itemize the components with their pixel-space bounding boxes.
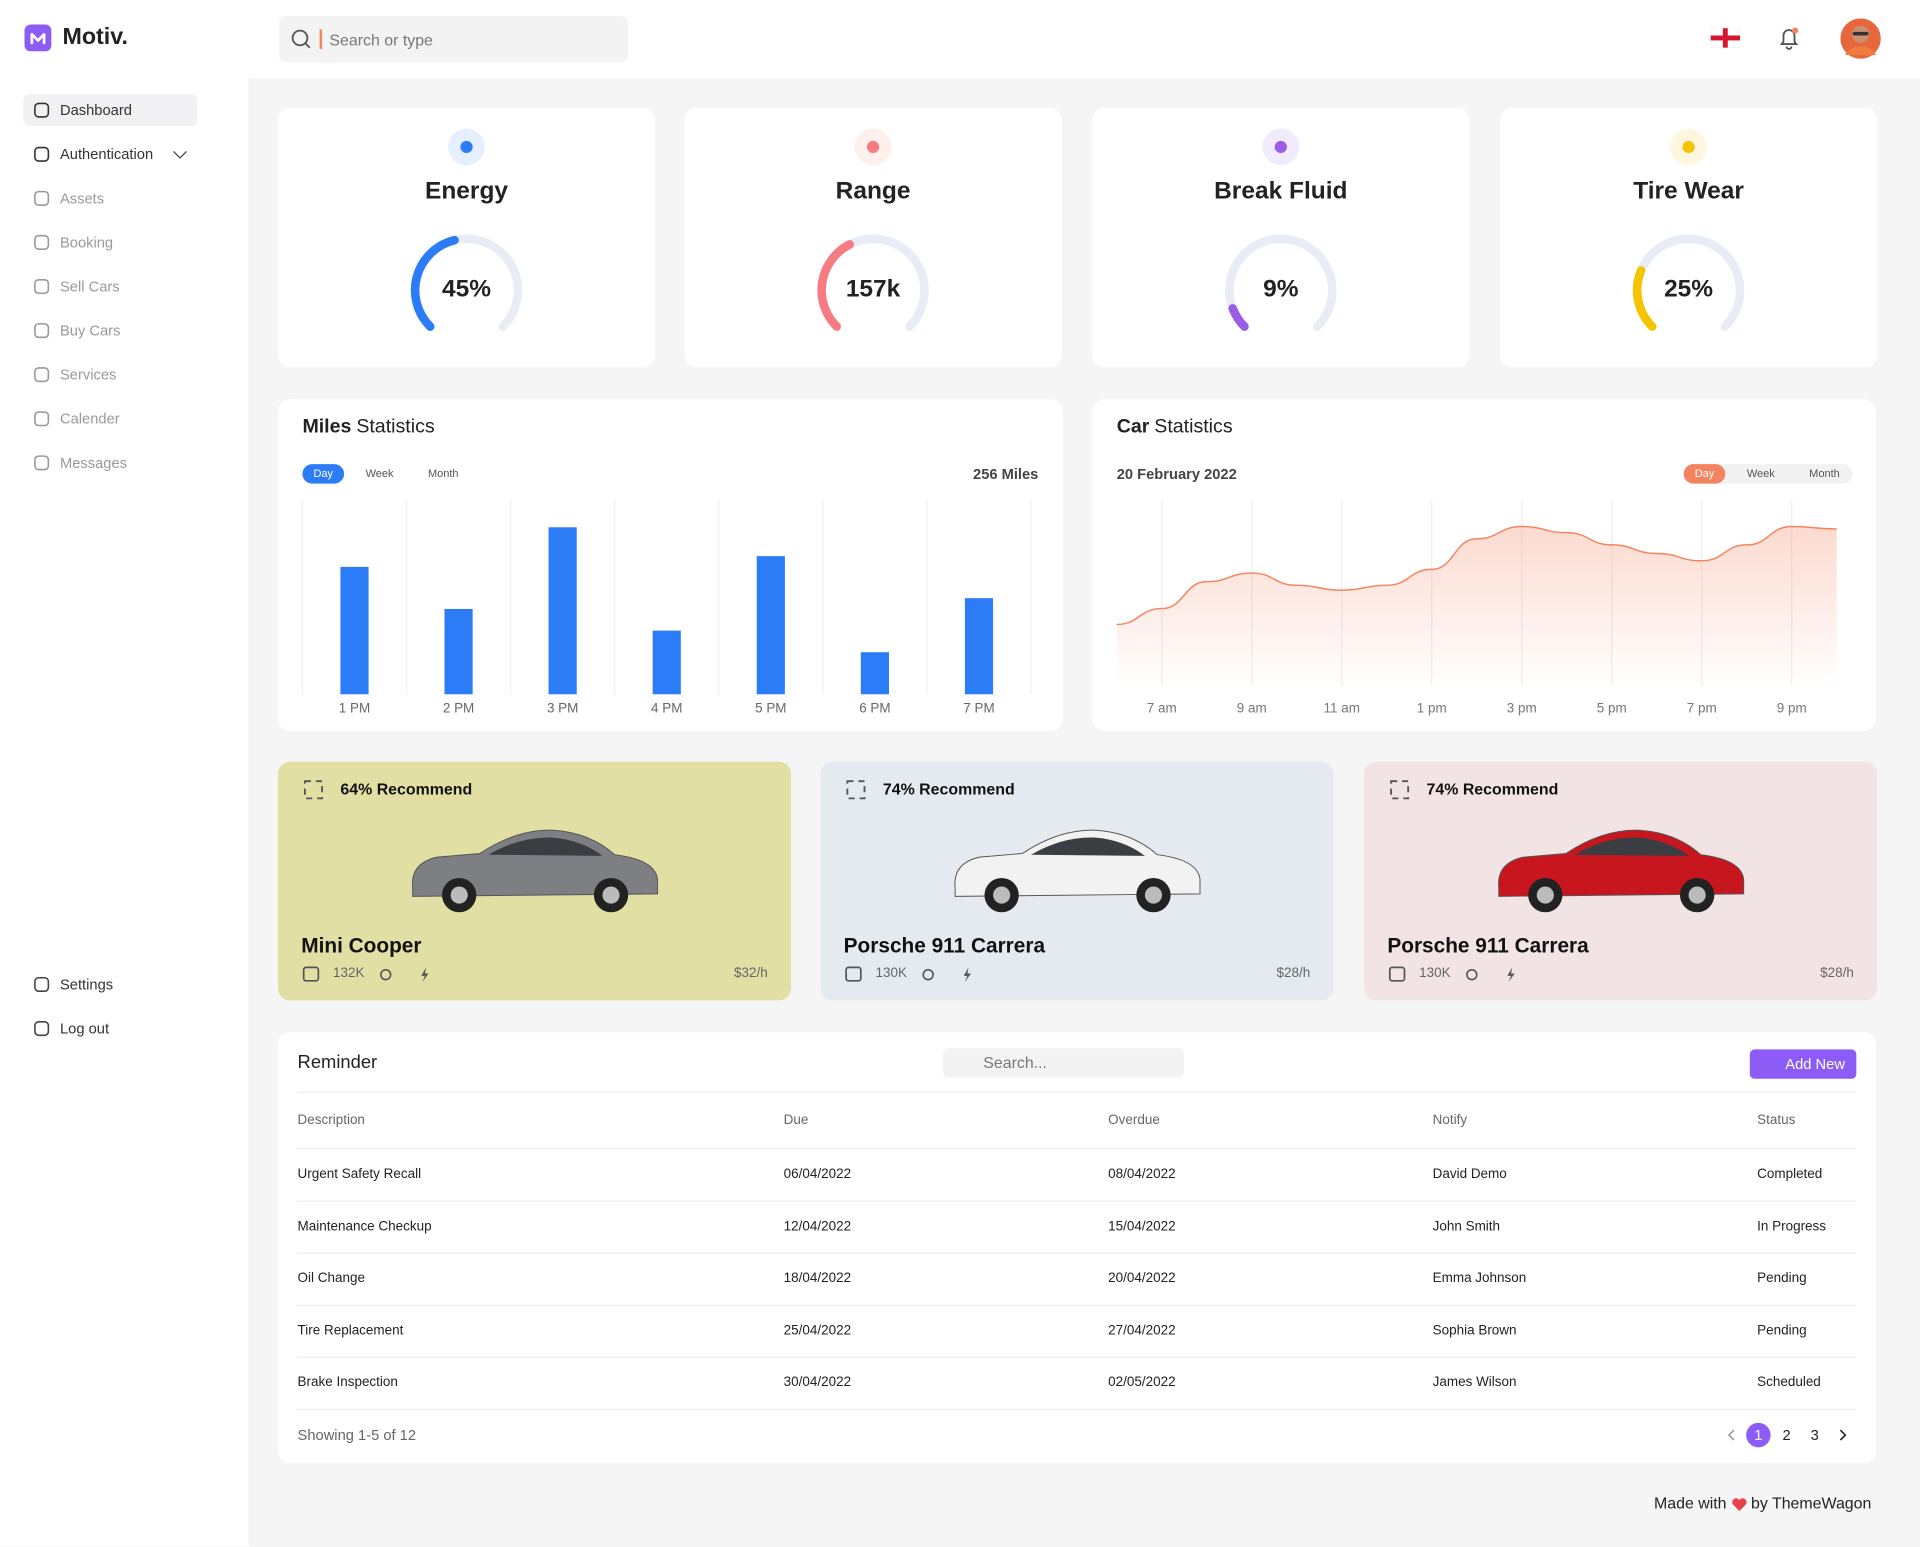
column-header: Notify bbox=[1432, 1113, 1468, 1129]
reminder-search[interactable] bbox=[942, 1048, 1185, 1078]
nav-item[interactable]: Booking bbox=[60, 233, 114, 251]
nav-icon bbox=[34, 367, 50, 383]
cell: 12/04/2022 bbox=[783, 1219, 852, 1235]
column-header: Overdue bbox=[1108, 1113, 1160, 1129]
bell[interactable] bbox=[1776, 24, 1803, 51]
search-placeholder: Search... bbox=[983, 1053, 1047, 1072]
column-header: Status bbox=[1757, 1113, 1796, 1129]
footer-text: Made with bbox=[1653, 1494, 1727, 1513]
cell: Oil Change bbox=[297, 1271, 365, 1287]
gauge-card bbox=[1500, 107, 1878, 368]
nav-icon bbox=[34, 190, 50, 206]
cell: 15/04/2022 bbox=[1108, 1219, 1176, 1235]
search-box[interactable] bbox=[279, 15, 629, 63]
car-price: $28/h bbox=[1276, 966, 1311, 982]
car-miles: 132K bbox=[333, 966, 365, 982]
car-name: Porsche 911 Carrera bbox=[1387, 934, 1589, 958]
nav-item[interactable]: Authentication bbox=[60, 145, 154, 163]
cell: Sophia Brown bbox=[1432, 1323, 1517, 1339]
gauge-card bbox=[277, 107, 656, 368]
nav-icon bbox=[34, 1021, 50, 1037]
cell: Pending bbox=[1757, 1271, 1807, 1287]
gauge-card bbox=[684, 107, 1062, 368]
cell: Scheduled bbox=[1757, 1375, 1821, 1391]
cell: Tire Replacement bbox=[297, 1323, 404, 1339]
chart-card bbox=[277, 399, 1063, 732]
nav-item[interactable]: Services bbox=[60, 365, 117, 384]
nav-icon bbox=[34, 279, 50, 295]
cell: 06/04/2022 bbox=[783, 1167, 852, 1183]
column-header: Description bbox=[297, 1113, 365, 1129]
reminder-card bbox=[277, 1032, 1876, 1464]
search-icon bbox=[291, 29, 311, 49]
nav-icon bbox=[34, 455, 50, 471]
recommend: 64% Recommend bbox=[340, 780, 473, 799]
cell: Pending bbox=[1757, 1323, 1807, 1339]
chart-card bbox=[1092, 399, 1876, 732]
showing: Showing 1-5 of 12 bbox=[297, 1426, 417, 1444]
cursor bbox=[319, 29, 323, 49]
gauge-title: Range bbox=[835, 177, 911, 205]
car-name: Mini Cooper bbox=[301, 934, 422, 958]
nav-icon bbox=[34, 411, 50, 427]
logo bbox=[24, 24, 52, 52]
car-name: Porsche 911 Carrera bbox=[843, 934, 1046, 958]
flag[interactable] bbox=[1710, 28, 1741, 48]
gauge-card bbox=[1092, 107, 1470, 368]
cell: Maintenance Checkup bbox=[297, 1219, 432, 1235]
gauge-title: Tire Wear bbox=[1633, 177, 1744, 205]
column-header: Due bbox=[783, 1113, 809, 1129]
cell: In Progress bbox=[1757, 1219, 1827, 1235]
heart bbox=[1732, 1498, 1747, 1512]
cell: 08/04/2022 bbox=[1108, 1167, 1176, 1183]
search-placeholder: Search or type bbox=[329, 30, 433, 49]
cell: 20/04/2022 bbox=[1108, 1271, 1176, 1287]
cell: Completed bbox=[1757, 1167, 1823, 1183]
add-button[interactable] bbox=[1749, 1049, 1857, 1079]
nav-item[interactable]: Buy Cars bbox=[60, 321, 121, 339]
nav-item[interactable]: Messages bbox=[60, 454, 127, 472]
nav-item[interactable]: Dashboard bbox=[60, 101, 132, 119]
nav-icon bbox=[34, 234, 50, 250]
cell: 27/04/2022 bbox=[1108, 1323, 1176, 1339]
cell: 25/04/2022 bbox=[783, 1323, 852, 1339]
cell: 18/04/2022 bbox=[783, 1271, 852, 1287]
brand: Motiv. bbox=[62, 24, 128, 51]
nav-item[interactable]: Sell Cars bbox=[60, 277, 120, 295]
cell: Brake Inspection bbox=[297, 1375, 398, 1391]
cell: Urgent Safety Recall bbox=[297, 1167, 422, 1183]
nav-active bbox=[23, 94, 198, 127]
nav-icon bbox=[34, 102, 50, 118]
nav-icon bbox=[34, 146, 50, 162]
cell: David Demo bbox=[1432, 1167, 1507, 1183]
car-price: $32/h bbox=[734, 966, 768, 982]
footer-text: by ThemeWagon bbox=[1751, 1494, 1872, 1513]
nav-icon bbox=[34, 976, 50, 993]
recommend: 74% Recommend bbox=[1426, 780, 1559, 799]
nav-icon bbox=[34, 323, 50, 339]
add-label: Add New bbox=[1785, 1055, 1845, 1073]
cell: Emma Johnson bbox=[1432, 1271, 1527, 1287]
nav-item[interactable]: Settings bbox=[60, 975, 114, 993]
nav-item[interactable]: Calender bbox=[60, 409, 120, 428]
car-price: $28/h bbox=[1820, 966, 1854, 982]
cell: 30/04/2022 bbox=[783, 1375, 852, 1391]
gauge-title: Energy bbox=[425, 177, 509, 205]
sidebar bbox=[0, 0, 249, 1547]
reminder-title: Reminder bbox=[297, 1051, 378, 1073]
recommend: 74% Recommend bbox=[882, 780, 1015, 799]
cell: James Wilson bbox=[1432, 1375, 1517, 1391]
nav-item[interactable]: Assets bbox=[60, 189, 105, 207]
cell: 02/05/2022 bbox=[1108, 1375, 1176, 1391]
avatar[interactable] bbox=[1840, 18, 1881, 59]
nav-item[interactable]: Log out bbox=[60, 1019, 110, 1037]
car-miles: 130K bbox=[1419, 966, 1451, 982]
gauge-title: Break Fluid bbox=[1214, 177, 1348, 205]
car-miles: 130K bbox=[875, 966, 907, 982]
cell: John Smith bbox=[1432, 1219, 1501, 1235]
